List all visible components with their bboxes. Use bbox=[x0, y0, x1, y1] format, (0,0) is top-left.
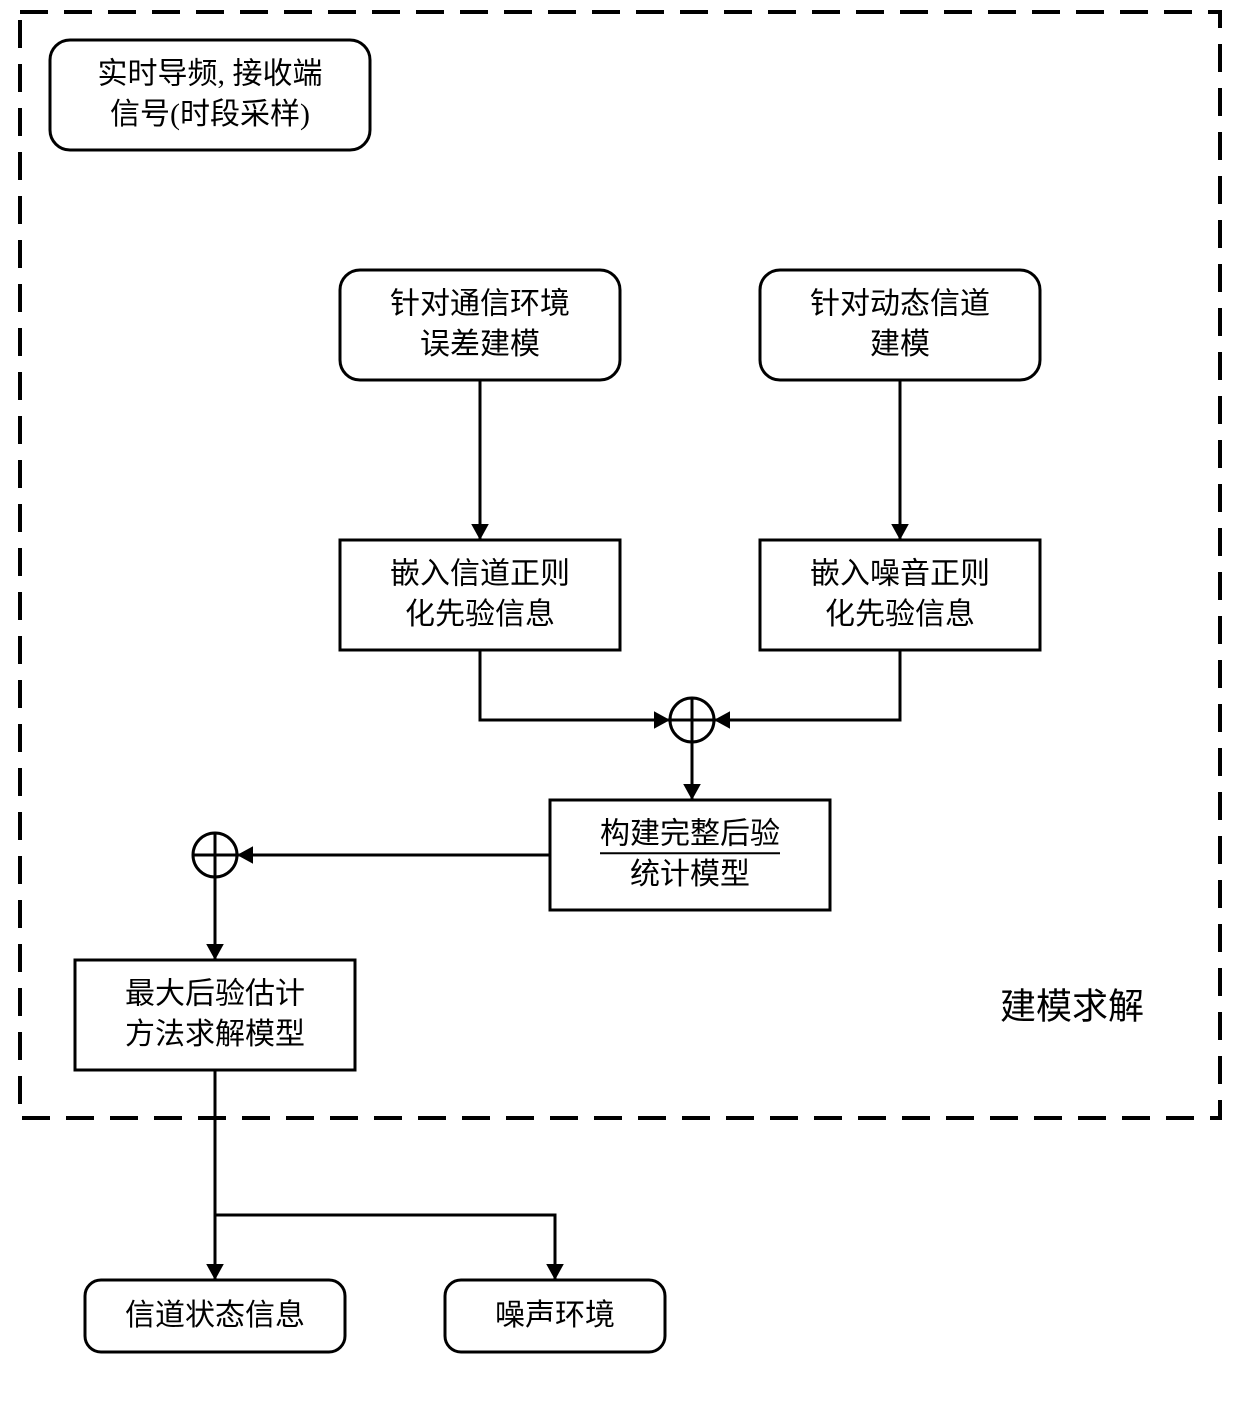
arrowhead bbox=[891, 524, 909, 540]
node-label: 化先验信息 bbox=[405, 598, 555, 631]
summing-junction bbox=[193, 833, 237, 877]
node-label: 构建完整后验 bbox=[600, 818, 780, 851]
node-input: 实时导频, 接收端信号(时段采样) bbox=[50, 40, 370, 150]
arrowhead bbox=[683, 784, 701, 800]
node-label: 统计模型 bbox=[630, 858, 750, 891]
node-label: 建模 bbox=[870, 328, 930, 361]
node-label: 信道状态信息 bbox=[125, 1299, 305, 1332]
arrowhead bbox=[237, 846, 253, 864]
node-label: 误差建模 bbox=[420, 328, 540, 361]
region-label: 建模求解 bbox=[1000, 986, 1144, 1026]
node-embed_channel: 嵌入信道正则化先验信息 bbox=[340, 540, 620, 650]
node-label: 化先验信息 bbox=[825, 598, 975, 631]
node-map_solve: 最大后验估计方法求解模型 bbox=[75, 960, 355, 1070]
node-dyn_channel: 针对动态信道建模 bbox=[760, 270, 1040, 380]
node-posterior_model: 构建完整后验统计模型 bbox=[550, 800, 830, 910]
node-comm_env: 针对通信环境误差建模 bbox=[340, 270, 620, 380]
node-label: 实时导频, 接收端 bbox=[98, 58, 323, 91]
arrowhead bbox=[471, 524, 489, 540]
arrowhead bbox=[654, 711, 670, 729]
arrowhead bbox=[714, 711, 730, 729]
node-label: 嵌入信道正则 bbox=[390, 558, 570, 591]
node-label: 最大后验估计 bbox=[125, 978, 305, 1011]
edge bbox=[215, 1215, 555, 1280]
edge bbox=[480, 650, 670, 720]
node-noise_env: 噪声环境 bbox=[445, 1280, 665, 1352]
flowchart-canvas: 建模求解 实时导频, 接收端信号(时段采样) 针对通信环境误差建模 针对动态信道建模… bbox=[0, 0, 1240, 1411]
node-label: 信号(时段采样) bbox=[110, 98, 310, 131]
node-label: 针对通信环境 bbox=[390, 288, 570, 321]
node-label: 嵌入噪音正则 bbox=[810, 558, 990, 591]
node-csi: 信道状态信息 bbox=[85, 1280, 345, 1352]
arrowhead bbox=[206, 1264, 224, 1280]
node-label: 噪声环境 bbox=[495, 1299, 615, 1332]
summing-junction bbox=[670, 698, 714, 742]
node-label: 针对动态信道 bbox=[810, 288, 990, 321]
node-label: 方法求解模型 bbox=[125, 1018, 305, 1051]
arrowhead bbox=[546, 1264, 564, 1280]
arrowhead bbox=[206, 944, 224, 960]
edge bbox=[714, 650, 900, 720]
node-embed_noise: 嵌入噪音正则化先验信息 bbox=[760, 540, 1040, 650]
